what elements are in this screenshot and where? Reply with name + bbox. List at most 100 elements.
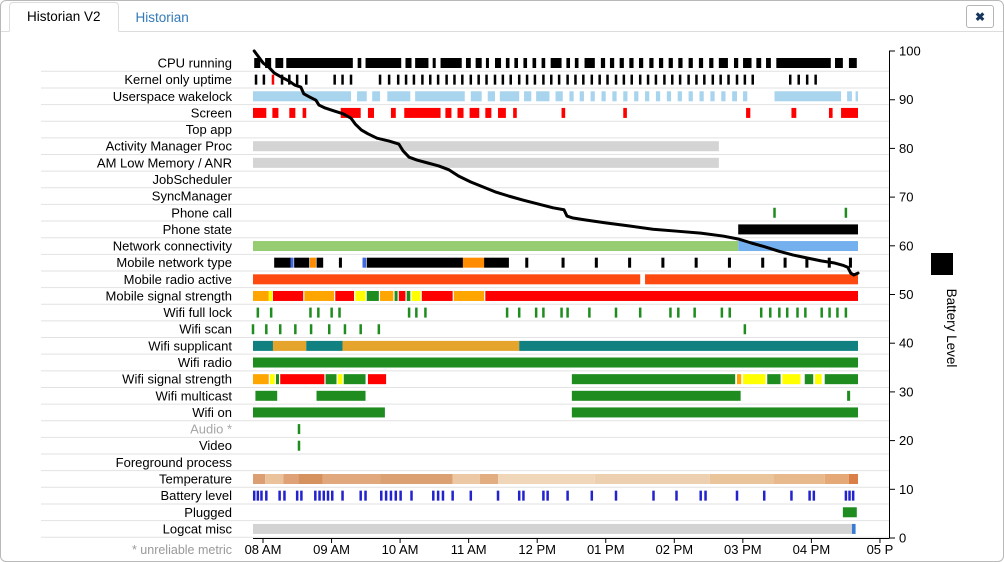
bar-segment-cpu-running [440, 58, 462, 68]
tick-mark-kernel-only-uptime [557, 74, 561, 85]
tick-mark-wifi-full-lock [836, 307, 839, 318]
tick-mark-kernel-only-uptime [485, 74, 488, 85]
bar-segment-mobile-signal-strength [366, 290, 379, 301]
tick-mark-kernel-only-uptime [751, 74, 754, 85]
tick-mark-kernel-only-uptime [687, 74, 690, 85]
bar-segment-mobile-signal-strength [304, 290, 335, 301]
tick-mark-kernel-only-uptime [574, 74, 577, 85]
tab-historian-v2[interactable]: Historian V2 [9, 2, 119, 32]
row-label-mobile-radio-active: Mobile radio active [124, 272, 232, 287]
tick-mark-kernel-only-uptime [614, 74, 618, 85]
bar-segment-mobile-signal-strength [268, 290, 273, 301]
bar-segment-userspace-wakelock [623, 91, 628, 102]
tick-mark-wifi-full-lock [505, 307, 509, 318]
bar-segment-userspace-wakelock [415, 91, 465, 102]
tick-mark-wifi-scan [251, 324, 255, 335]
bar-segment-userspace-wakelock [470, 91, 482, 102]
bar-segment-cpu-running [532, 58, 537, 68]
row-label-wifi-scan: Wifi scan [179, 322, 232, 337]
bar-segment-temperature [298, 474, 323, 484]
row-label-jobscheduler: JobScheduler [153, 172, 233, 187]
bar-segment-mobile-network-type [294, 257, 310, 268]
tick-mark-kernel-only-uptime [805, 74, 809, 85]
tick-mark-kernel-only-uptime [788, 74, 792, 85]
bar-segment-cpu-running [649, 58, 654, 68]
tick-mark-wifi-scan [278, 324, 282, 335]
bar-segment-cpu-running [698, 58, 704, 68]
tick-mark-kernel-only-uptime [590, 74, 594, 85]
bar-segment-screen [367, 107, 374, 118]
tick-mark-battery-level [260, 490, 263, 501]
tick-mark-kernel-only-uptime [735, 74, 739, 85]
bar-segment-temperature [322, 474, 381, 484]
bar-segment-wifi-signal-strength [337, 374, 343, 385]
tick-mark-video [297, 440, 301, 451]
tick-mark-kernel-only-uptime [678, 74, 682, 85]
bar-segment-userspace-wakelock [721, 91, 726, 102]
bar-segment-userspace-wakelock [655, 91, 661, 102]
bar-segment-mobile-network-type [594, 257, 598, 268]
tick-mark-battery-level [322, 490, 326, 501]
tick-mark-wifi-scan [343, 324, 347, 335]
tick-mark-battery-level [384, 490, 388, 501]
bar-segment-userspace-wakelock [590, 91, 595, 102]
tick-mark-kernel-only-uptime [412, 74, 416, 85]
bar-segment-mobile-network-type [661, 257, 665, 268]
bar-segment-mobile-network-type [727, 257, 731, 268]
tick-mark-wifi-full-lock [338, 307, 341, 318]
tick-mark-battery-level [252, 490, 256, 501]
bar-segment-wifi-multicast [571, 390, 741, 401]
row-label-battery-level: Battery level [160, 488, 232, 503]
bar-segment-cpu-running [415, 58, 429, 68]
bar-segment-mobile-signal-strength [394, 290, 398, 301]
bar-segment-mobile-signal-strength [453, 290, 485, 301]
x-tick-label: 04 PM [793, 542, 831, 557]
tick-mark-wifi-full-lock [828, 307, 831, 318]
tick-mark-kernel-only-uptime [542, 74, 545, 85]
bar-segment-mobile-network-type [309, 257, 316, 268]
bar-segment-screen [746, 107, 751, 118]
bar-segment-temperature [773, 474, 825, 484]
tick-mark-battery-level [389, 490, 393, 501]
close-button[interactable]: ✖ [966, 5, 994, 28]
bar-segment-cpu-running [743, 58, 752, 68]
tick-mark-battery-level [410, 490, 413, 501]
x-tick-label: 03 PM [724, 542, 762, 557]
bar-segment-screen [561, 107, 566, 118]
bar-segment-wifi-supplicant [342, 340, 520, 351]
bar-segment-cpu-running [688, 58, 693, 68]
bar-segment-cpu-running [514, 58, 518, 68]
tick-mark-kernel-only-uptime [727, 74, 730, 85]
bar-segment-wifi-signal-strength [815, 374, 822, 385]
bar-segment-wifi-radio [253, 357, 858, 368]
tick-mark-kernel-only-uptime [436, 74, 440, 85]
tick-mark-wifi-full-lock [407, 307, 411, 318]
tick-mark-wifi-full-lock [330, 307, 333, 318]
tick-mark-battery-level [812, 490, 816, 501]
bar-segment-userspace-wakelock [666, 91, 672, 102]
tick-mark-kernel-only-uptime [695, 74, 698, 85]
bar-segment-mobile-network-type [561, 257, 565, 268]
bar-segment-wifi-signal-strength [325, 374, 337, 385]
bar-segment-userspace-wakelock [612, 91, 617, 102]
row-label-foreground-process: Foreground process [116, 455, 233, 470]
tick-mark-battery-level [614, 490, 618, 501]
bar-segment-cpu-running [541, 58, 546, 68]
bar-segment-userspace-wakelock [743, 91, 748, 102]
bar-segment-wifi-signal-strength [824, 374, 858, 385]
tab-historian[interactable]: Historian [135, 10, 189, 25]
x-tick-label: 08 AM [245, 542, 282, 557]
bar-segment-temperature [452, 474, 480, 484]
bar-segment-screen [302, 107, 307, 118]
tick-mark-kernel-only-uptime [404, 74, 408, 85]
tick-mark-battery-level [394, 490, 398, 501]
y-tick-label: 0 [899, 531, 906, 546]
bar-segment-screen [457, 107, 464, 118]
tick-mark-battery-level [380, 490, 383, 501]
bar-segment-mobile-signal-strength [485, 290, 858, 301]
tick-mark-wifi-full-lock [804, 307, 807, 318]
tick-mark-wifi-full-lock [669, 307, 672, 318]
bar-segment-temperature [498, 474, 595, 484]
row-label-wifi-signal-strength: Wifi signal strength [122, 372, 232, 387]
